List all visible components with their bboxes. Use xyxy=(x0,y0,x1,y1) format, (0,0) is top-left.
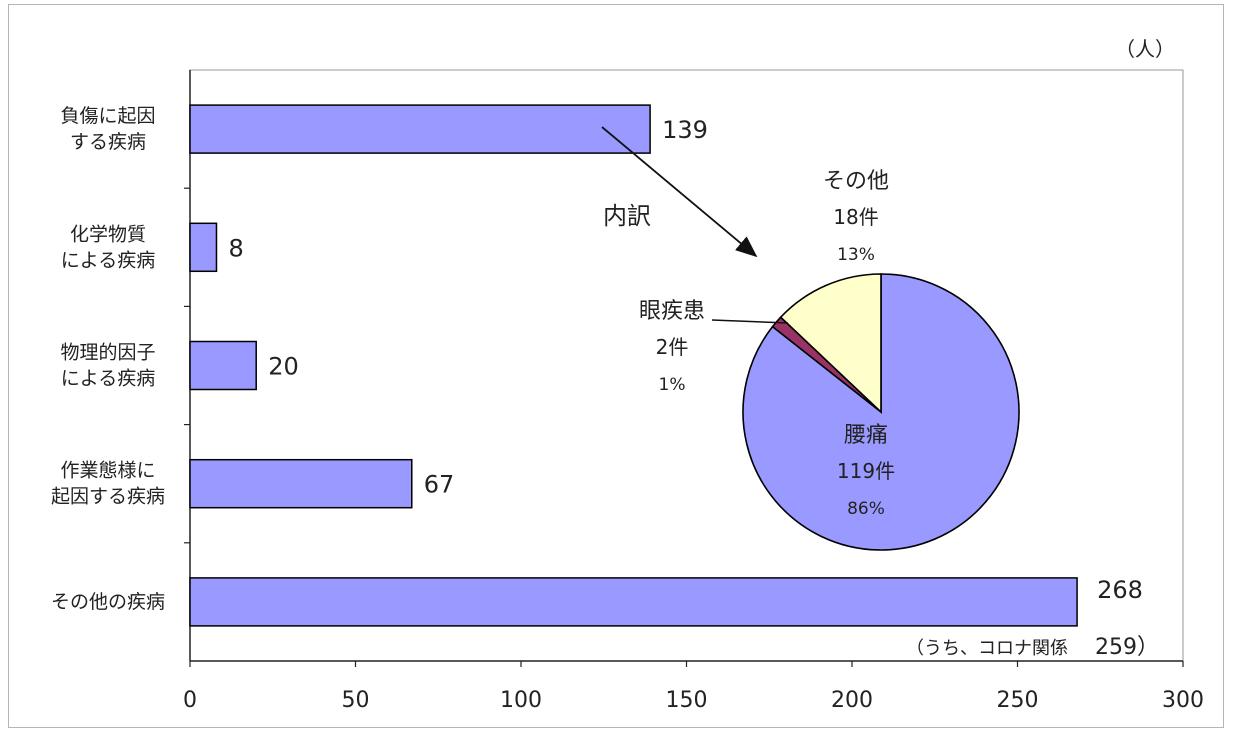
eye-disease-leader-line xyxy=(711,319,789,324)
bar xyxy=(189,577,1078,627)
category-label: による疾病 xyxy=(61,368,155,390)
pie-labels: 腰痛 119件 86% 眼疾患 2件 1% その他 18件 13% xyxy=(639,169,895,519)
pie-slice-count: 18件 xyxy=(833,205,878,229)
category-label: 作業態様に xyxy=(60,460,155,482)
bar-series xyxy=(189,104,1078,627)
x-tick-label: 250 xyxy=(997,688,1039,713)
category-label: 化学物質 xyxy=(70,223,146,245)
bar xyxy=(189,458,413,509)
bar-value-label: 67 xyxy=(424,471,455,499)
x-tick-label: 300 xyxy=(1162,688,1204,713)
plot-border xyxy=(189,69,1184,662)
bar-value-label: 139 xyxy=(662,116,708,144)
pie-slice-percent: 13% xyxy=(837,245,875,265)
category-label: による疾病 xyxy=(61,249,155,271)
x-tick-label: 50 xyxy=(342,688,370,713)
category-label: 物理的因子 xyxy=(60,342,155,364)
pie-slice xyxy=(779,273,882,414)
pie-slice-percent: 1% xyxy=(659,375,686,395)
x-tick-label: 200 xyxy=(831,688,873,713)
pie-slice-name: 眼疾患 xyxy=(639,299,705,324)
category-label: する疾病 xyxy=(70,131,146,153)
corona-annotation-value: 259） xyxy=(1095,635,1159,660)
pie-slice-count: 2件 xyxy=(656,335,689,359)
bar-value-label: 268 xyxy=(1097,576,1143,604)
corona-annotation: （うち、コロナ関係 xyxy=(906,638,1068,659)
x-tick-label: 100 xyxy=(500,688,542,713)
bar-data-labels: 139 8 20 67 268 xyxy=(228,116,1142,604)
pie-chart xyxy=(742,273,1020,551)
category-labels: 負傷に起因する疾病化学物質による疾病物理的因子による疾病作業態様に起因する疾病そ… xyxy=(51,105,165,613)
bar xyxy=(189,340,257,391)
bar xyxy=(189,104,651,154)
callout-label: 内訳 xyxy=(603,202,651,230)
bar-value-label: 8 xyxy=(228,234,243,262)
category-label: 負傷に起因 xyxy=(60,105,155,127)
pie-slice-name: その他 xyxy=(823,169,889,194)
category-label: 起因する疾病 xyxy=(51,486,165,508)
bar-value-label: 20 xyxy=(268,353,299,381)
category-label: その他の疾病 xyxy=(51,591,165,613)
x-tick-label: 150 xyxy=(666,688,708,713)
bar xyxy=(189,222,218,273)
x-tick-label: 0 xyxy=(183,688,197,713)
pie-slice-count: 119件 xyxy=(837,459,895,483)
callout-arrow xyxy=(601,126,758,258)
pie-slice-name: 腰痛 xyxy=(844,423,888,448)
pie-slice-percent: 86% xyxy=(847,499,885,519)
unit-label: （人） xyxy=(1115,37,1175,61)
x-tick-labels: 0 50 100 150 200 250 300 xyxy=(183,688,1204,713)
